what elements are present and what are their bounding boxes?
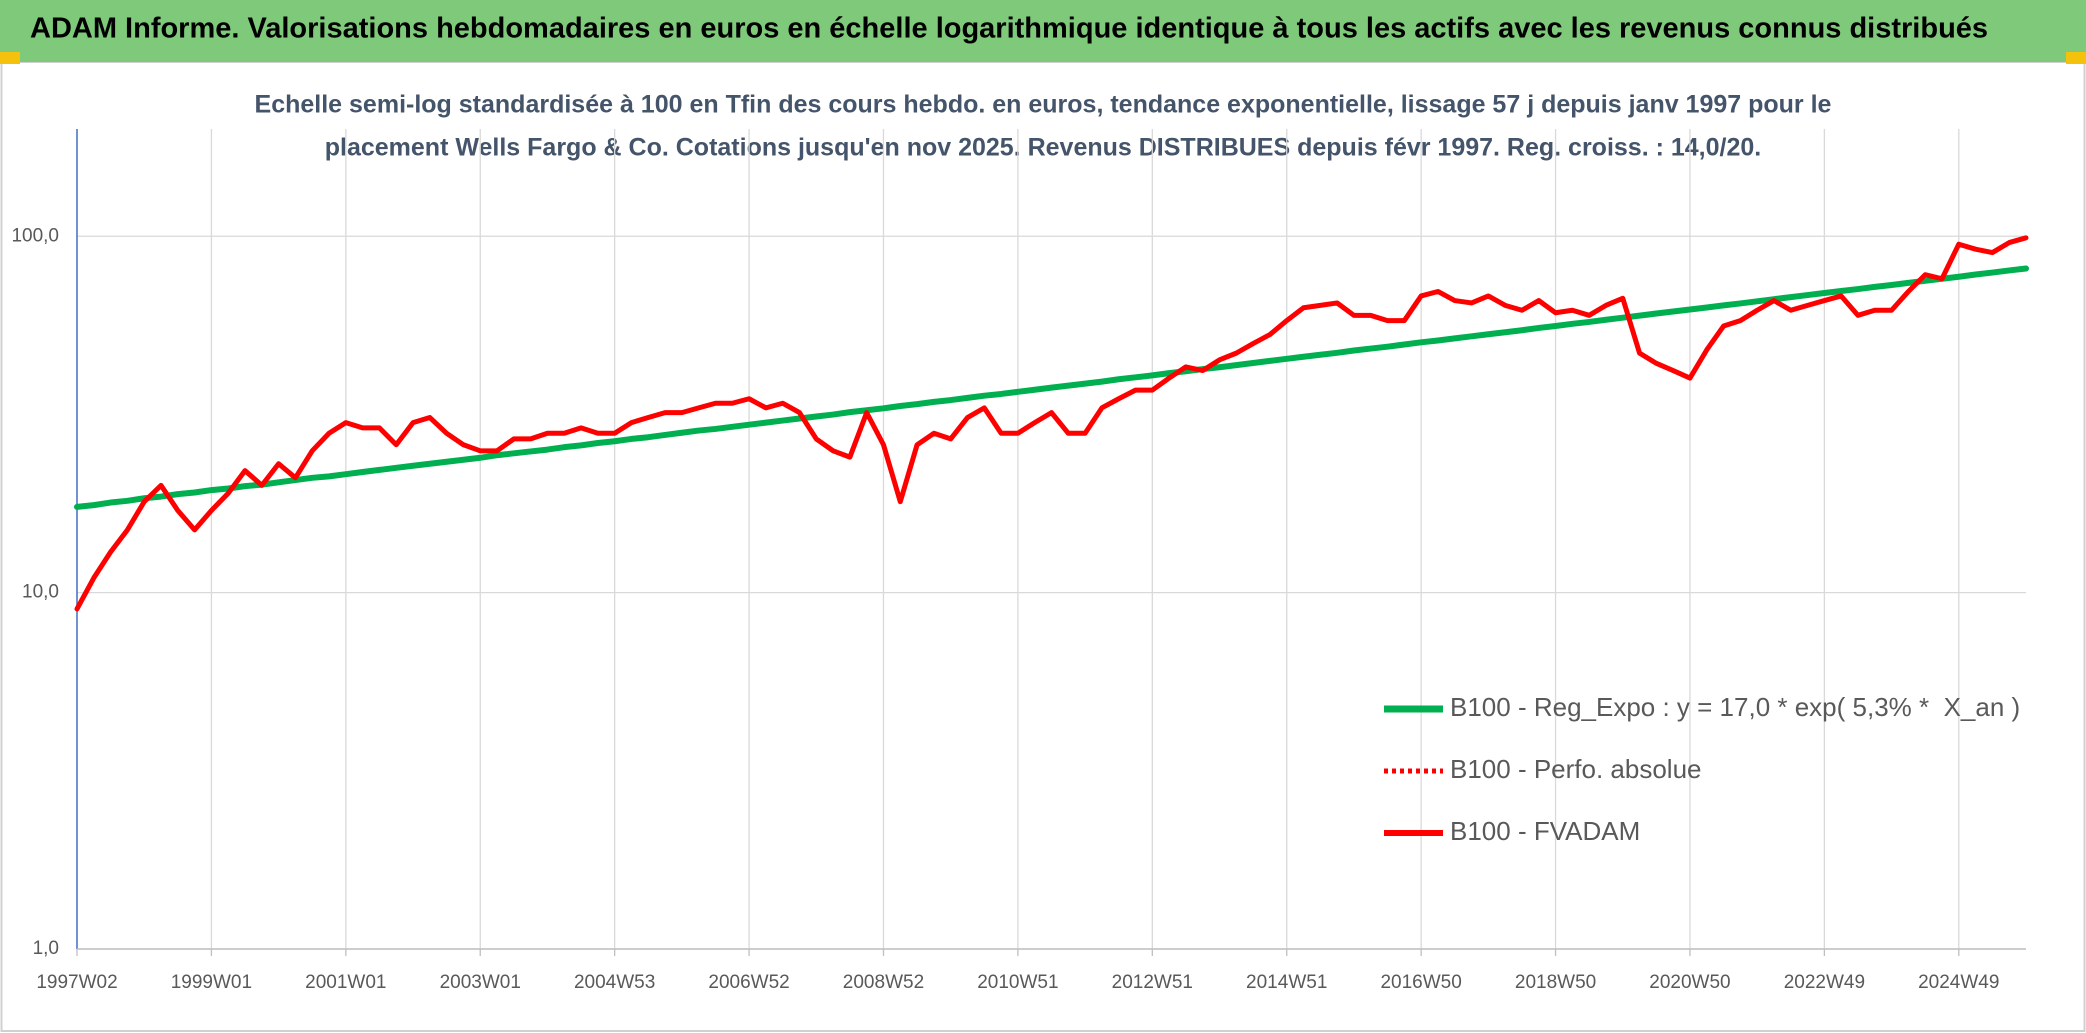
x-tick-label: 2022W49 [1784, 972, 1865, 993]
legend-label: B100 - Reg_Expo : y = 17,0 * exp( 5,3% *… [1450, 692, 2020, 722]
y-tick-label: 10,0 [22, 582, 59, 603]
chart-title: ADAM Informe. Valorisations hebdomadaire… [30, 13, 1988, 45]
series-line [74, 265, 2029, 510]
chart-subtitle: Echelle semi-log standardisée à 100 en T… [255, 91, 1832, 119]
series-line [74, 235, 2029, 612]
x-tick-label: 2008W52 [843, 972, 924, 993]
chart-subtitle: placement Wells Fargo & Co. Cotations ju… [325, 134, 1761, 162]
x-tick-label: 2010W51 [977, 972, 1058, 993]
corner-mark [0, 52, 20, 64]
x-tick-label: 1997W02 [36, 972, 117, 993]
x-tick-label: 2003W01 [440, 972, 521, 993]
legend-label: B100 - FVADAM [1450, 816, 1640, 846]
header-bar [0, 0, 2086, 62]
corner-mark [2066, 52, 2086, 64]
x-tick-label: 2016W50 [1380, 972, 1461, 993]
x-tick-label: 2004W53 [574, 972, 655, 993]
x-tick-label: 2012W51 [1112, 972, 1193, 993]
y-tick-label: 100,0 [11, 225, 59, 246]
x-tick-label: 2024W49 [1918, 972, 1999, 993]
x-tick-label: 1999W01 [171, 972, 252, 993]
x-tick-label: 2006W52 [708, 972, 789, 993]
x-tick-label: 2014W51 [1246, 972, 1327, 993]
x-tick-label: 2020W50 [1649, 972, 1730, 993]
y-tick-label: 1,0 [33, 938, 59, 959]
x-tick-label: 2001W01 [305, 972, 386, 993]
x-tick-label: 2018W50 [1515, 972, 1596, 993]
legend-label: B100 - Perfo. absolue [1450, 754, 1702, 784]
